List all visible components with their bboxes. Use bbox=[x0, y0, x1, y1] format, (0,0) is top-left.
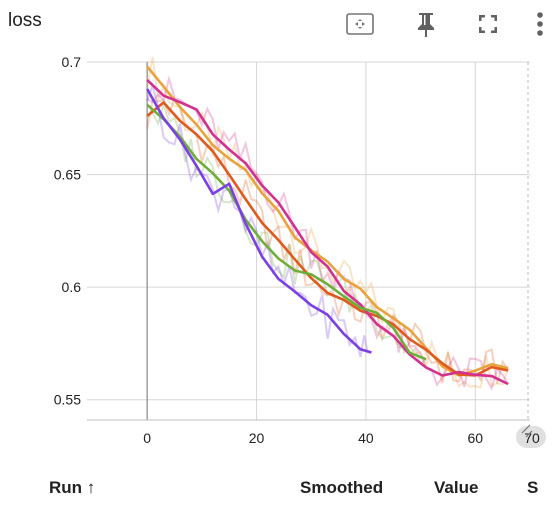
x-tick-label: 0 bbox=[143, 430, 151, 446]
card-title: loss bbox=[8, 10, 42, 31]
smoothed-series-line bbox=[146, 79, 509, 386]
raw-series-line bbox=[146, 82, 372, 358]
more-options-button[interactable] bbox=[522, 6, 552, 42]
step-column-header[interactable]: S bbox=[527, 478, 539, 497]
pin-icon bbox=[418, 13, 434, 37]
run-column-header[interactable]: Run ↑ bbox=[49, 478, 96, 497]
x-tick-label: 20 bbox=[249, 430, 265, 446]
x-tick-label: 40 bbox=[358, 430, 374, 446]
card-toolbar bbox=[292, 6, 552, 42]
value-column-header[interactable]: Value bbox=[434, 478, 479, 497]
raw-series-line bbox=[147, 100, 427, 366]
fit-domain-button[interactable] bbox=[342, 6, 378, 42]
runs-table-header: Run ↑ Smoothed Value S bbox=[0, 470, 552, 510]
x-tick-label: 60 bbox=[468, 430, 484, 446]
fit-domain-icon bbox=[346, 13, 374, 35]
smoothed-column-header[interactable]: Smoothed bbox=[300, 478, 384, 497]
more-vert-icon bbox=[537, 12, 543, 36]
smoothed-series-line bbox=[146, 88, 372, 354]
raw-series-line bbox=[146, 74, 509, 391]
y-tick-label: 0.55 bbox=[54, 392, 81, 408]
y-tick-label: 0.7 bbox=[62, 54, 82, 70]
loss-chart-svg[interactable]: 0.55 0.6 0.65 0.7 0 20 40 60 70 bbox=[0, 50, 552, 460]
y-tick-label: 0.65 bbox=[54, 167, 81, 183]
pin-button[interactable] bbox=[408, 6, 444, 42]
x-tick-label: 70 bbox=[524, 430, 540, 446]
fullscreen-button[interactable] bbox=[470, 6, 506, 42]
smoothed-series-line bbox=[146, 101, 509, 377]
y-tick-label: 0.6 bbox=[62, 279, 82, 295]
smoothed-series-line bbox=[146, 65, 509, 377]
fullscreen-icon bbox=[479, 15, 497, 33]
loss-chart[interactable]: 0.55 0.6 0.65 0.7 0 20 40 60 70 bbox=[0, 50, 552, 460]
resize-handle-icon bbox=[521, 424, 533, 438]
smoothed-series-line bbox=[146, 103, 427, 361]
